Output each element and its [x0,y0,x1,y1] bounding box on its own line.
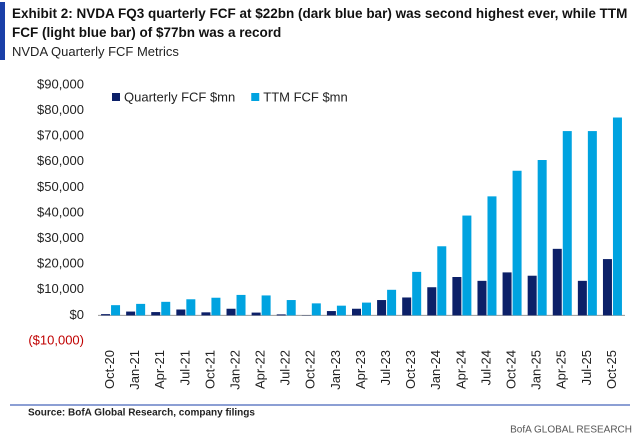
x-tick-label: Apr-21 [152,350,167,389]
bar [602,259,612,316]
bar [487,196,497,316]
chart-subtitle: NVDA Quarterly FCF Metrics [12,44,179,59]
bar [537,160,547,316]
x-tick-label: Apr-25 [554,350,569,389]
x-tick-label: Jul-22 [278,350,293,385]
bar [111,305,121,316]
y-tick-label: ($10,000) [28,332,84,347]
y-tick-label: $60,000 [37,153,84,168]
bar [226,308,236,316]
bar [126,311,136,316]
bar [502,272,512,316]
y-tick-label: $90,000 [37,76,84,91]
x-tick-label: Apr-23 [353,350,368,389]
bar [512,170,522,316]
x-tick-label: Jul-24 [478,350,493,385]
x-tick-label: Oct-23 [403,350,418,389]
bar [311,303,321,316]
bar [477,280,487,316]
bar [336,305,346,316]
x-tick-label: Oct-24 [504,350,519,389]
x-tick-label: Oct-21 [202,350,217,389]
y-tick-label: $30,000 [37,230,84,245]
bar [377,300,387,316]
bar [276,314,286,316]
bar [462,215,472,316]
bar [587,131,597,316]
y-tick-label: $0 [70,307,84,322]
x-tick-label: Jan-25 [529,350,544,390]
y-tick-label: $80,000 [37,102,84,117]
bar [251,312,261,316]
source: Source: BofA Global Research, company fi… [28,408,255,419]
bar [427,287,437,316]
x-tick-label: Jul-23 [378,350,393,385]
y-tick-label: $40,000 [37,204,84,219]
bar [577,280,587,316]
bar [452,277,462,316]
accent-bar [0,2,5,60]
bar [286,300,296,316]
legend-label: Quarterly FCF $mn [124,89,235,104]
bar [261,295,271,316]
y-tick-label: $50,000 [37,179,84,194]
x-tick-label: Jan-21 [127,350,142,390]
brand: BofA GLOBAL RESEARCH [510,425,632,436]
bar [236,294,246,316]
x-tick-label: Oct-25 [604,350,619,389]
bar [151,312,161,316]
bar [326,311,336,316]
x-tick-label: Oct-20 [102,350,117,389]
y-tick-label: $10,000 [37,281,84,296]
x-tick-label: Jul-25 [579,350,594,385]
bar [412,271,422,316]
bar [176,309,186,316]
y-tick-label: $70,000 [37,128,84,143]
bar [387,289,397,316]
legend-swatch [112,93,120,101]
x-tick-label: Jan-22 [227,350,242,390]
bar [362,302,371,316]
bar [352,308,361,316]
y-tick-label: $20,000 [37,256,84,271]
x-tick-label: Jan-24 [428,350,443,390]
bar [402,297,412,316]
bar [562,131,572,316]
x-tick-label: Apr-24 [453,350,468,389]
legend-label: TTM FCF $mn [263,89,348,104]
bar [211,297,221,316]
x-tick-label: Jul-21 [177,350,192,385]
x-tick-label: Apr-22 [253,350,268,389]
bar [527,275,537,316]
bar [136,303,146,316]
bar [612,117,622,316]
chart-title: Exhibit 2: NVDA FQ3 quarterly FCF at $22… [12,6,628,40]
bar [552,248,562,316]
bar [201,312,211,316]
bar [437,246,447,316]
legend-swatch [251,93,260,101]
x-tick-label: Jan-23 [328,350,343,390]
bar [101,314,111,316]
bar [186,299,196,316]
bar [161,301,171,316]
x-tick-label: Oct-22 [303,350,318,389]
